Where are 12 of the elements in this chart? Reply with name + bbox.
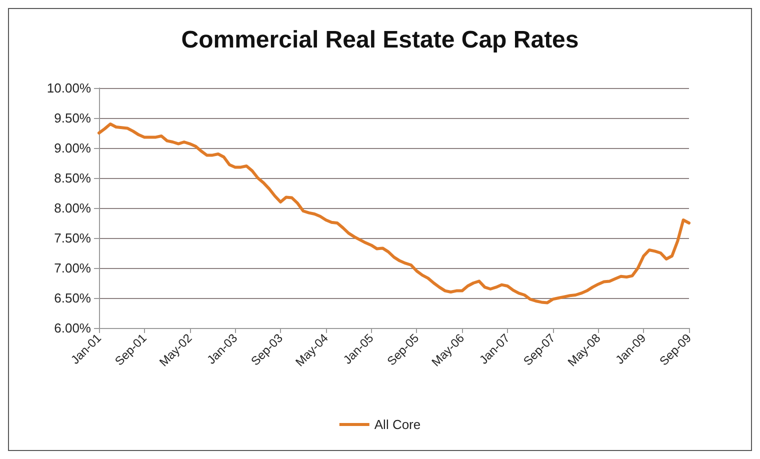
y-tick-label: 6.00%: [54, 320, 92, 336]
y-tick-label: 9.00%: [54, 140, 92, 156]
y-tick-label: 6.50%: [54, 290, 92, 306]
legend-label: All Core: [374, 417, 421, 432]
y-tick-label: 8.50%: [54, 170, 92, 186]
y-tick-label: 7.50%: [54, 230, 92, 246]
y-tick-label: 7.00%: [54, 260, 92, 276]
y-tick-label: 9.50%: [54, 110, 92, 126]
chart-title: Commercial Real Estate Cap Rates: [181, 26, 579, 54]
line-series: [98, 122, 690, 304]
y-tick-label: 8.00%: [54, 200, 92, 216]
y-tick-label: 10.00%: [46, 80, 92, 96]
